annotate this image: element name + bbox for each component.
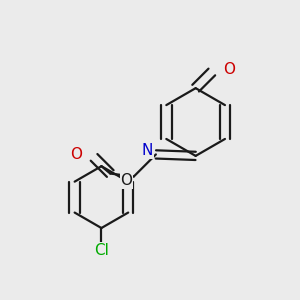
Text: Cl: Cl — [94, 243, 109, 258]
Text: N: N — [142, 143, 153, 158]
Text: O: O — [70, 147, 82, 162]
Text: O: O — [120, 173, 132, 188]
Text: O: O — [224, 61, 236, 76]
